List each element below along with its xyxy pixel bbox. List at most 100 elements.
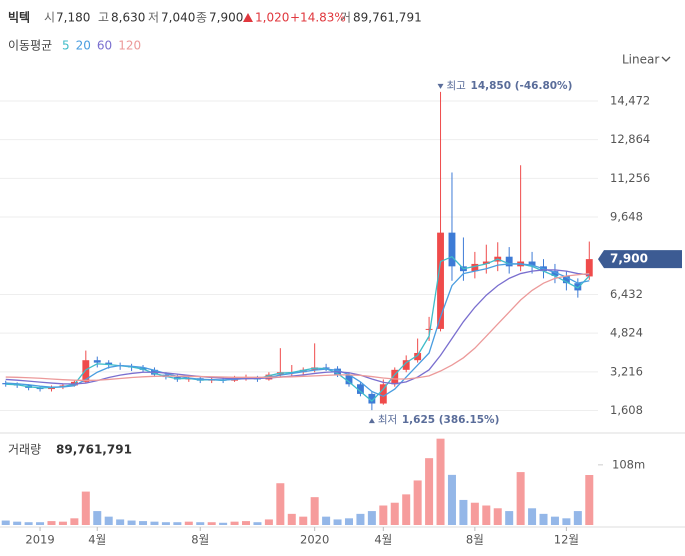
y-tick-label: 12,864	[610, 132, 650, 146]
candle-body	[574, 283, 582, 291]
price-tag-label: 7,900	[610, 252, 648, 266]
volume-bar	[447, 474, 456, 525]
volume-bar	[528, 508, 537, 525]
volume-title-value: 89,761,791	[56, 443, 132, 457]
volume-bar	[207, 522, 216, 525]
low-annotation-label: 최저	[378, 414, 397, 426]
volume-bar	[470, 502, 479, 525]
low-annotation-text: 1,625 (386.15%)	[402, 414, 500, 426]
volume-bar	[264, 519, 273, 525]
candle-body	[471, 263, 479, 272]
dropdown-chevron[interactable]	[661, 56, 671, 62]
legend-title: 이동평균	[8, 39, 52, 53]
volume-bar	[482, 505, 491, 525]
candle-body	[585, 259, 593, 277]
volume-bar	[47, 521, 56, 525]
volume-bar	[253, 522, 262, 525]
high-annotation-text: 14,850 (-46.80%)	[471, 80, 573, 92]
candle-body	[299, 369, 307, 373]
candle-body	[437, 232, 444, 329]
candle-body	[551, 271, 559, 276]
moving-average-line	[5, 272, 590, 382]
volume-bar	[379, 505, 388, 525]
price-tag	[598, 250, 682, 269]
volume-bar	[516, 472, 525, 525]
candle-body	[482, 261, 490, 264]
y-tick-label: 6,432	[610, 287, 643, 301]
candle-body	[345, 374, 353, 385]
close-label: 종	[196, 11, 207, 25]
volume-bar	[367, 511, 376, 525]
up-triangle	[243, 13, 253, 22]
candle-body	[391, 369, 399, 385]
low-label: 저	[148, 11, 159, 25]
candle-body	[379, 384, 387, 404]
volume-bar	[539, 513, 548, 525]
low-marker	[368, 418, 375, 424]
header: 빅텍 시 7,180 고 8,630 저 7,040 종 7,900 1,020…	[8, 10, 422, 25]
x-tick-label: 8월	[466, 533, 484, 547]
volume-value: 89,761,791	[353, 11, 422, 25]
x-tick-label: 4월	[88, 533, 106, 547]
change-percent: +14.83%	[290, 11, 346, 25]
volume-bar	[242, 521, 251, 525]
scale-button[interactable]: Linear	[622, 53, 671, 67]
x-tick-label: 2020	[300, 533, 329, 547]
candle-body	[528, 261, 536, 267]
volume-bar	[81, 491, 90, 525]
x-tick-label: 4월	[374, 533, 392, 547]
volume-bar	[1, 520, 10, 525]
volume-bar	[93, 511, 102, 525]
volume-bar	[104, 516, 113, 525]
volume-bar	[184, 521, 193, 525]
volume-bar	[24, 522, 33, 525]
volume-bar	[573, 511, 582, 525]
candle-body	[425, 328, 433, 330]
high-label: 고	[98, 11, 109, 25]
high-marker	[437, 83, 444, 89]
y-tick-label: 9,648	[610, 210, 643, 224]
volume-bar	[36, 522, 45, 525]
x-tick-label: 2019	[25, 533, 54, 547]
volume-bar	[356, 513, 365, 525]
open-label: 시	[44, 11, 55, 25]
volume-bar	[322, 516, 331, 525]
volume-bar	[161, 522, 170, 525]
volume-bar	[585, 475, 594, 525]
volume-bar	[196, 522, 205, 525]
low-value: 7,040	[161, 11, 195, 25]
candle-body	[368, 393, 376, 404]
scale-button-text[interactable]: Linear	[622, 53, 659, 67]
y-tick-label: 3,216	[610, 364, 643, 378]
legend-entry: 20	[76, 39, 91, 53]
volume-bar	[413, 480, 422, 525]
volume-bar	[127, 520, 136, 525]
x-tick-label: 8월	[191, 533, 209, 547]
volume-bar	[402, 494, 411, 525]
legend-entry: 5	[62, 39, 70, 53]
y-tick-label: 14,472	[610, 93, 650, 107]
volume-label: 거	[340, 11, 351, 25]
volume-bar	[70, 518, 79, 525]
candle-body	[105, 362, 113, 366]
y-tick-label: 4,824	[610, 326, 643, 340]
stock-name: 빅텍	[8, 10, 30, 25]
volume-bar	[219, 522, 228, 525]
volume-bar	[425, 458, 434, 525]
volume-title: 거래량	[8, 443, 41, 457]
close-value: 7,900	[209, 11, 243, 25]
volume-bar	[150, 521, 159, 525]
moving-average-line	[5, 255, 590, 403]
high-annotation-label: 최고	[447, 80, 467, 92]
moving-average-line	[5, 263, 590, 398]
volume-bar	[58, 521, 67, 525]
legend-entry: 60	[97, 39, 112, 53]
high-value: 8,630	[111, 11, 145, 25]
volume-bar	[13, 521, 22, 525]
change-value: 1,020	[255, 11, 289, 25]
volume-bar	[562, 518, 571, 525]
candle-body	[357, 384, 364, 394]
y-tick-label: 1,608	[610, 403, 643, 417]
volume-bar	[505, 511, 514, 525]
